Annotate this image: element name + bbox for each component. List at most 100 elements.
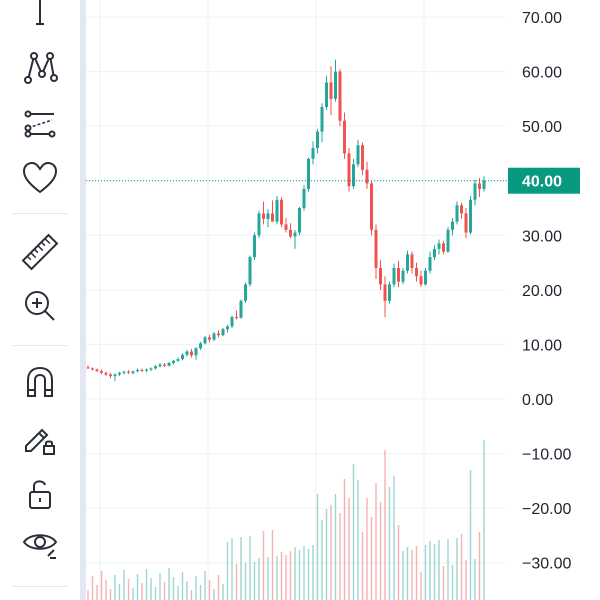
volume-bar bbox=[406, 547, 409, 600]
candle-body bbox=[199, 343, 202, 349]
volume-bar bbox=[343, 479, 346, 600]
price-axis[interactable]: 70.00 60.00 50.00 40.00 30.00 20.00 10.00 0.00 −… bbox=[522, 10, 571, 573]
candle-body bbox=[131, 371, 135, 373]
candle-body bbox=[109, 374, 112, 377]
volume-bar bbox=[231, 538, 233, 600]
candle-body bbox=[284, 224, 288, 230]
volume-bar bbox=[127, 579, 130, 600]
candle-body bbox=[145, 369, 148, 371]
zoom-in-tool-button[interactable] bbox=[16, 284, 64, 328]
candle-body bbox=[446, 229, 450, 252]
heart-icon bbox=[22, 161, 58, 194]
measure-tool-button[interactable] bbox=[16, 230, 64, 274]
candle-body bbox=[302, 188, 306, 208]
volume-bar bbox=[429, 541, 431, 600]
candle-body bbox=[275, 199, 279, 222]
candle-body bbox=[298, 208, 301, 233]
volume-bar bbox=[420, 572, 422, 600]
candle-body bbox=[469, 199, 472, 233]
volume-bar bbox=[114, 575, 116, 600]
candle-body bbox=[374, 229, 378, 269]
volume-bar bbox=[348, 498, 350, 600]
candle-body bbox=[433, 248, 436, 258]
candle-body bbox=[226, 326, 229, 330]
volume-bar bbox=[267, 557, 269, 600]
candle-body bbox=[361, 145, 364, 170]
candle-body bbox=[410, 254, 414, 269]
volume-bar bbox=[357, 480, 359, 600]
candle-body bbox=[257, 213, 261, 236]
candle-body bbox=[266, 213, 270, 219]
lock-all-tool-button[interactable] bbox=[16, 472, 64, 516]
candle-body bbox=[316, 131, 319, 148]
current-price-badge-bg bbox=[508, 167, 580, 194]
forecast-tool-button[interactable] bbox=[16, 102, 64, 146]
candle-body bbox=[280, 199, 283, 225]
volume-bar bbox=[442, 566, 445, 600]
candle-body bbox=[334, 71, 337, 99]
price-tick-label: 0.00 bbox=[522, 392, 553, 409]
volume-bar bbox=[424, 545, 427, 600]
price-tick-label: 30.00 bbox=[522, 228, 562, 245]
candle-body bbox=[388, 284, 391, 301]
candle-body bbox=[127, 371, 130, 373]
candle-body bbox=[415, 268, 418, 277]
candle-body bbox=[235, 317, 238, 319]
pencil-lock-icon bbox=[25, 428, 55, 455]
volume-bar bbox=[478, 532, 481, 600]
volume-bar bbox=[352, 464, 355, 600]
candle-body bbox=[122, 371, 126, 373]
candle-body bbox=[91, 368, 94, 370]
candle-body bbox=[338, 71, 342, 121]
volume-bar bbox=[195, 576, 197, 600]
candle-body bbox=[419, 276, 423, 285]
volume-bar bbox=[393, 476, 395, 600]
candle-body bbox=[185, 351, 189, 355]
candle-body bbox=[154, 366, 157, 369]
candle-body bbox=[118, 372, 121, 375]
favorites-tool-button[interactable] bbox=[16, 156, 64, 200]
candle-body bbox=[392, 268, 396, 285]
price-tick-label: 50.00 bbox=[522, 119, 562, 136]
pattern-tool-button[interactable] bbox=[16, 46, 64, 90]
volume-bar bbox=[105, 580, 107, 600]
text-icon bbox=[36, 0, 44, 25]
volume-bar bbox=[379, 502, 382, 600]
volume-bar bbox=[123, 570, 125, 600]
candlestick-series bbox=[86, 59, 486, 381]
volume-bar bbox=[474, 559, 476, 600]
toolbar-divider bbox=[12, 586, 68, 587]
volume-bar bbox=[469, 470, 472, 600]
candle-body bbox=[289, 229, 292, 237]
lock-drawings-tool-button[interactable] bbox=[16, 416, 64, 460]
price-tick-label: −20.00 bbox=[522, 501, 571, 518]
hide-drawings-tool-button[interactable] bbox=[16, 522, 64, 566]
volume-bar bbox=[361, 532, 364, 600]
volume-bar bbox=[271, 530, 274, 600]
price-chart[interactable]: 70.00 60.00 50.00 40.00 30.00 20.00 10.00 0.00 −… bbox=[86, 0, 600, 600]
candle-body bbox=[262, 213, 265, 219]
volume-bar bbox=[312, 545, 314, 600]
candle-body bbox=[464, 213, 468, 233]
volume-bar bbox=[280, 552, 283, 600]
volume-bar bbox=[87, 590, 89, 600]
volume-bar bbox=[96, 585, 98, 600]
candle-body bbox=[406, 254, 409, 271]
volume-bar bbox=[411, 550, 413, 600]
volume-bar bbox=[199, 585, 202, 600]
volume-bar bbox=[186, 581, 188, 600]
volume-histogram bbox=[87, 440, 485, 600]
price-tick-label: −10.00 bbox=[522, 447, 571, 464]
volume-bar bbox=[325, 509, 328, 600]
magnet-tool-button[interactable] bbox=[16, 360, 64, 404]
toolbar-divider bbox=[12, 213, 68, 214]
candle-body bbox=[203, 337, 207, 344]
unlock-icon bbox=[29, 480, 51, 509]
candle-body bbox=[478, 183, 481, 189]
volume-bar bbox=[465, 560, 467, 600]
volume-bar bbox=[366, 498, 368, 600]
volume-bar bbox=[262, 531, 265, 600]
volume-bar bbox=[294, 547, 296, 600]
text-tool-button[interactable] bbox=[16, 0, 64, 36]
candle-body bbox=[158, 364, 162, 367]
